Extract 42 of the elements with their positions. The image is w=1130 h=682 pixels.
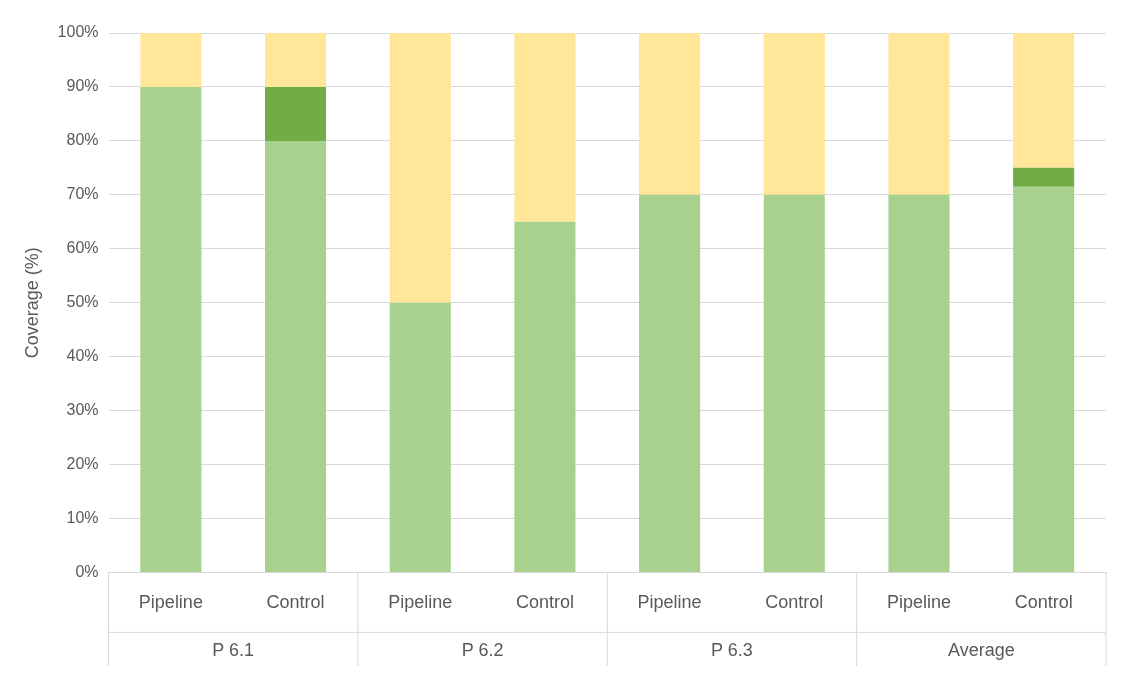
x-tick-label: Pipeline bbox=[388, 592, 453, 613]
bar bbox=[389, 302, 451, 572]
y-tick-label: 0% bbox=[75, 562, 99, 580]
bar bbox=[1013, 33, 1075, 168]
y-tick-label: 70% bbox=[66, 185, 99, 203]
text: P 6.3 bbox=[711, 640, 753, 661]
y-tick-label: 50% bbox=[66, 293, 99, 311]
bar bbox=[514, 33, 576, 222]
bar bbox=[265, 33, 327, 87]
x-tick-label: Control bbox=[515, 592, 574, 613]
x-tick-label: Control bbox=[1014, 592, 1073, 613]
bar bbox=[639, 33, 701, 195]
y-tick-label: 30% bbox=[66, 400, 99, 418]
y-tick-label: 80% bbox=[66, 131, 99, 149]
x-tick-label: Pipeline bbox=[138, 592, 203, 613]
bar bbox=[389, 33, 451, 303]
y-tick-label: 40% bbox=[66, 347, 99, 365]
bar bbox=[1013, 186, 1075, 572]
y-tick-label: 100% bbox=[57, 23, 99, 41]
bar bbox=[514, 221, 576, 572]
text: Average bbox=[947, 640, 1015, 661]
bar bbox=[140, 33, 202, 87]
bar bbox=[763, 194, 825, 572]
bar bbox=[639, 194, 701, 572]
y-tick-label: 10% bbox=[66, 508, 99, 526]
bar bbox=[140, 86, 202, 572]
bar bbox=[265, 140, 327, 572]
text: P 6.1 bbox=[212, 640, 255, 661]
bar bbox=[888, 194, 950, 572]
x-tick-label: Pipeline bbox=[886, 592, 951, 613]
y-axis-title: Coverage (%) bbox=[21, 247, 42, 359]
bar bbox=[763, 33, 825, 195]
y-tick-label: 20% bbox=[66, 454, 99, 472]
x-tick-label: Control bbox=[765, 592, 824, 613]
bar bbox=[1013, 167, 1075, 187]
bar bbox=[265, 86, 327, 141]
x-tick-label: Pipeline bbox=[637, 592, 702, 613]
y-tick-label: 60% bbox=[66, 239, 99, 257]
text: P 6.2 bbox=[461, 640, 504, 661]
bar bbox=[888, 33, 950, 195]
x-tick-label: Control bbox=[266, 592, 325, 613]
y-tick-label: 90% bbox=[66, 77, 99, 95]
